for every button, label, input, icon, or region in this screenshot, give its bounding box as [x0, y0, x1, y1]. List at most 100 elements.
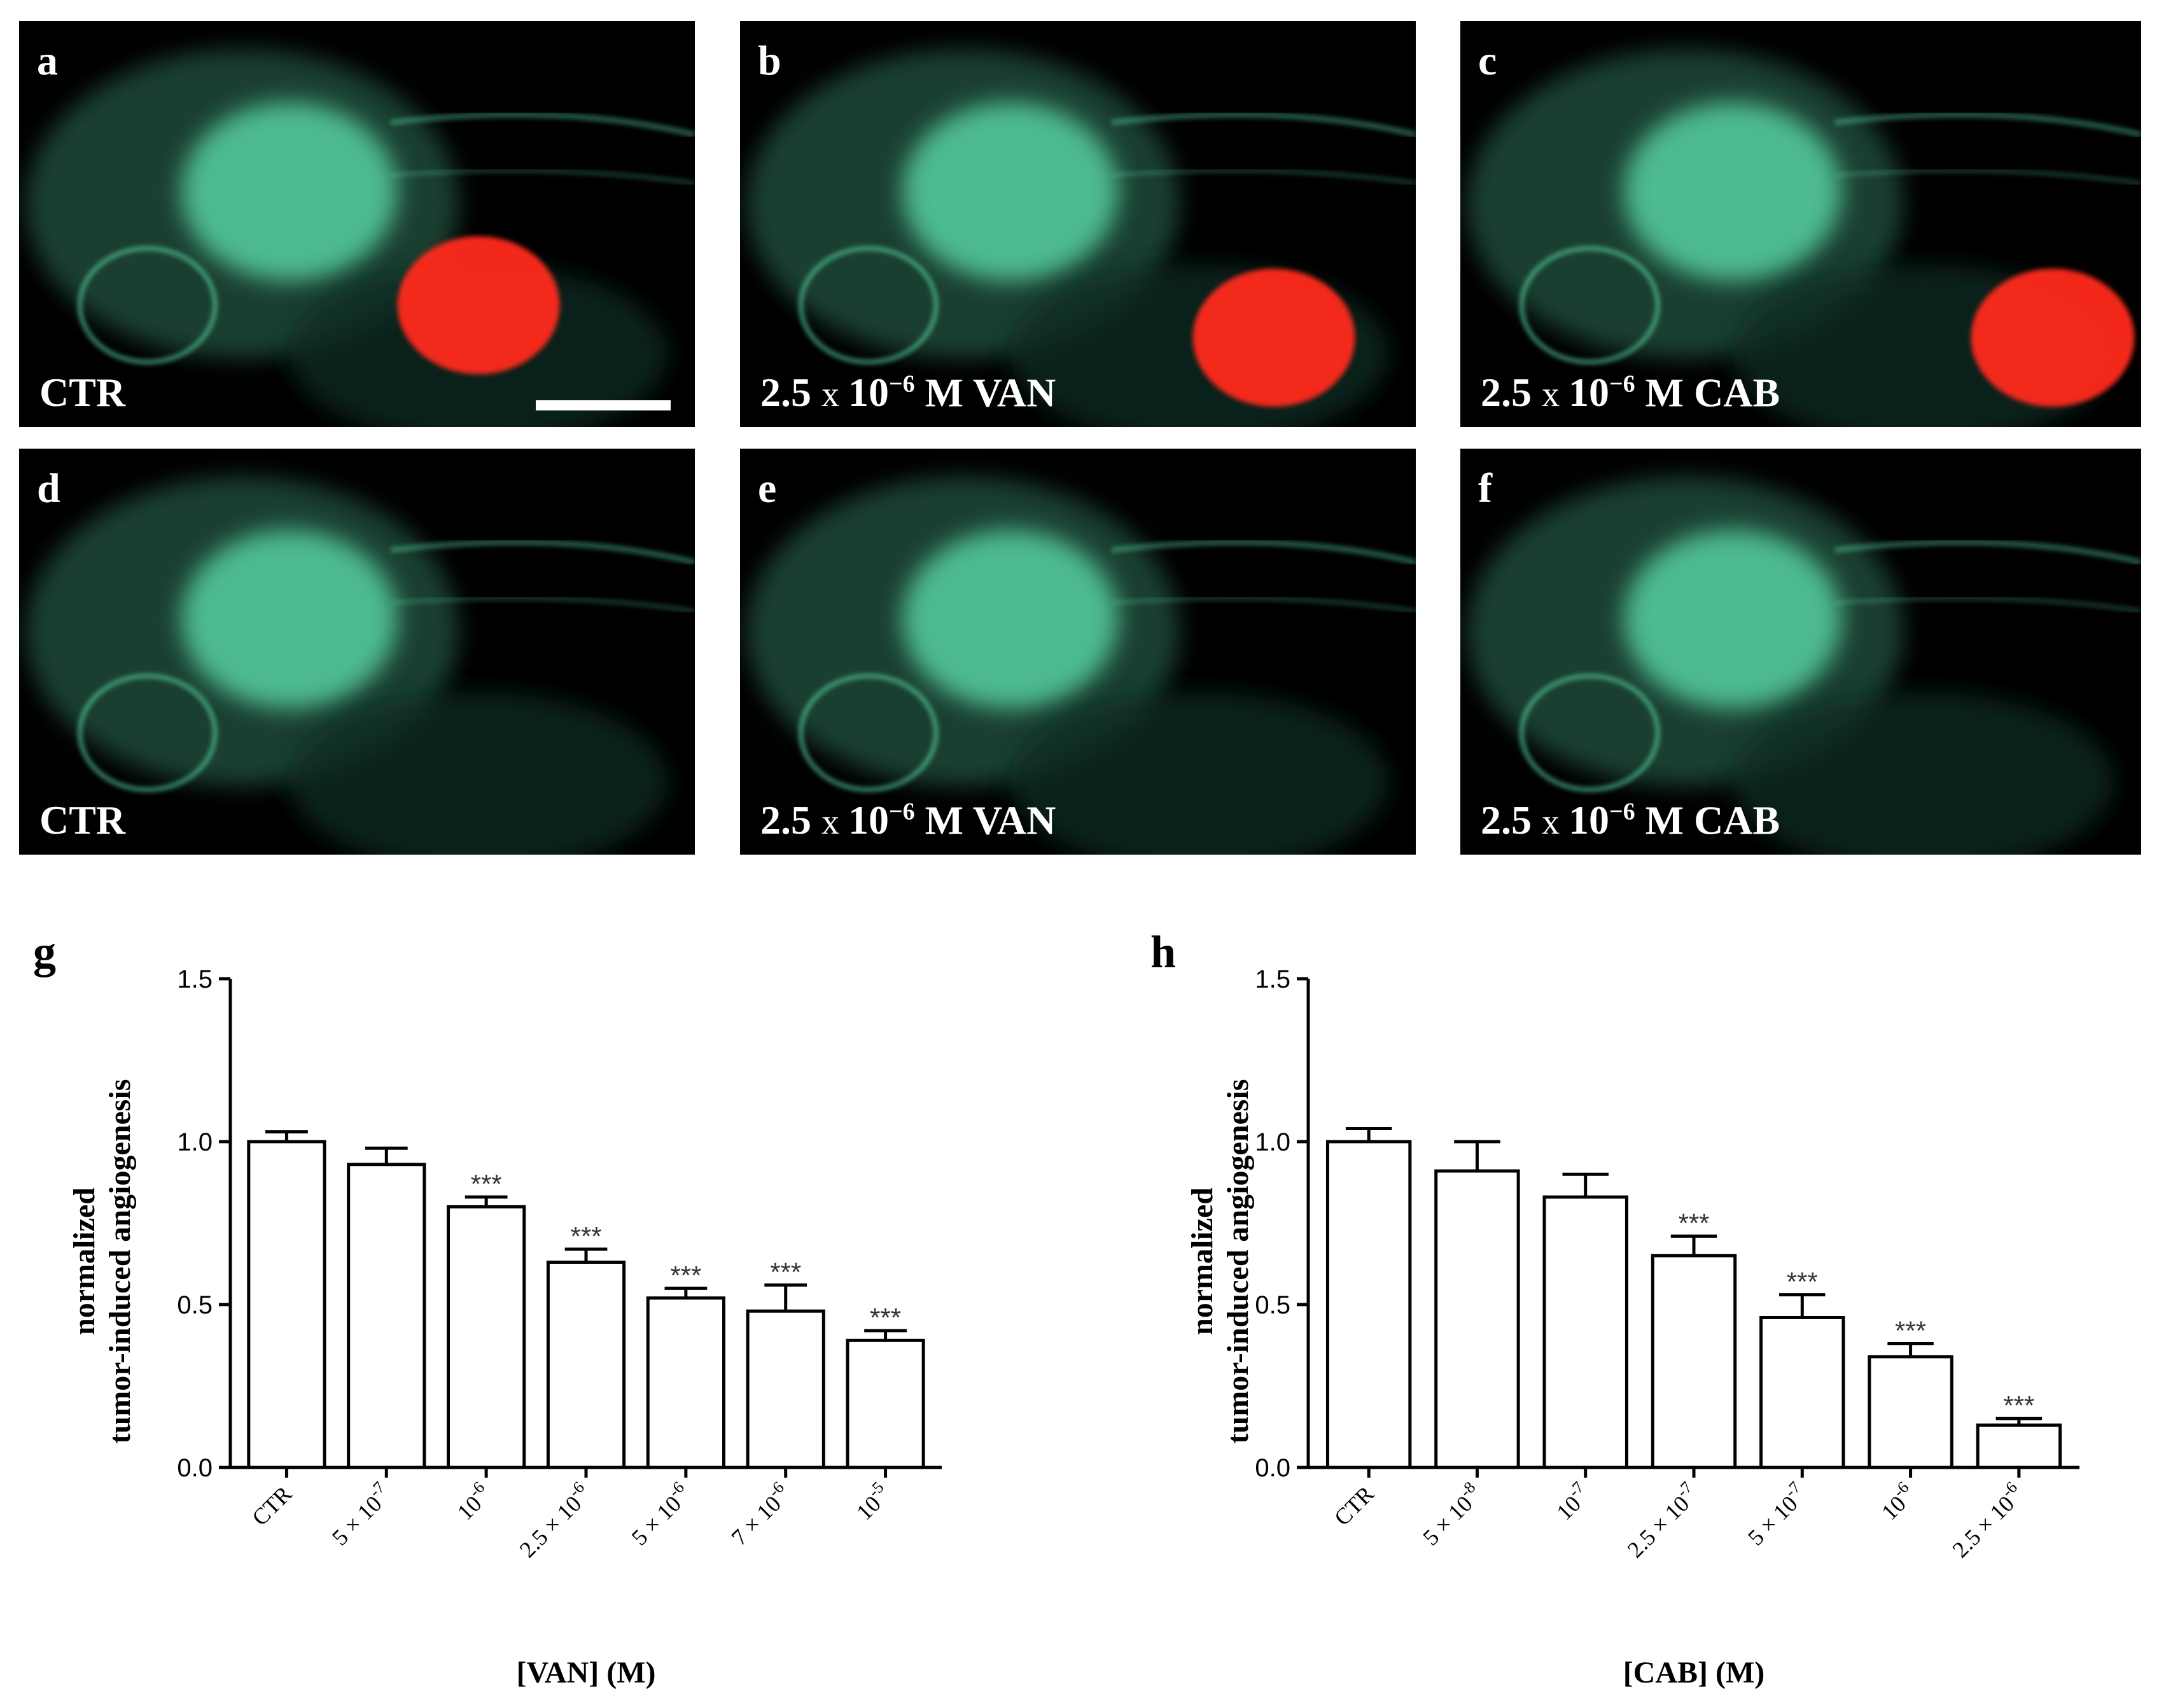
x-tick-label: 10-7: [1548, 1478, 1595, 1525]
drug-name: M CAB: [1635, 797, 1780, 843]
y-axis-label-line: normalized: [67, 1187, 101, 1335]
y-axis-label: normalizedtumor-induced angiogenesis: [67, 1079, 137, 1444]
x-tick-label-base: CTR: [247, 1481, 297, 1530]
embryo-image: [1467, 49, 2141, 427]
micrograph-panel-f: f 2.5 x 10−6 M CAB: [1460, 449, 2141, 855]
bar: [1651, 1254, 1737, 1469]
x-tick-label: 10-6: [449, 1478, 496, 1525]
bar: [1325, 1140, 1412, 1469]
bar: [447, 1205, 526, 1469]
exponent: −6: [1609, 370, 1635, 398]
concentration: 2.5 x 10−6: [1481, 797, 1635, 843]
embryo-image: [1467, 477, 2141, 855]
condition-label: 2.5 x 10−6 M VAN: [760, 800, 1056, 841]
significance-marker: ***: [1787, 1267, 1818, 1297]
chart-h-letter: h: [1150, 927, 1177, 977]
condition-label: CTR: [39, 370, 126, 415]
bar: [1976, 1423, 2062, 1469]
x-tick-label: 5 × 10-7: [1740, 1478, 1812, 1550]
x-tick-label: 5 × 10-7: [324, 1478, 396, 1550]
micrograph-panel-b: b 2.5 x 10−6 M VAN: [740, 21, 1416, 427]
chart-g-letter: g: [33, 927, 56, 977]
embryo-image: [25, 49, 695, 427]
drug-name: M VAN: [914, 370, 1056, 415]
bar: [1542, 1195, 1628, 1469]
panel-letter: b: [758, 38, 781, 84]
x-tick-label-base: 2.5 × 10: [1623, 1491, 1694, 1563]
significance-marker: ***: [471, 1169, 502, 1199]
micrograph-panel-c: c 2.5 x 10−6 M CAB: [1460, 21, 2141, 427]
x-tick-label-base: 2.5 × 10: [1948, 1491, 2020, 1563]
x-tick-label-base: 2.5 × 10: [515, 1491, 587, 1563]
y-axis-label-line: normalized: [1185, 1187, 1219, 1335]
significance-marker: ***: [2003, 1390, 2034, 1420]
y-tick-label: 1.5: [1255, 965, 1290, 993]
panel-letter: c: [1478, 38, 1497, 84]
condition-label: 2.5 x 10−6 M VAN: [760, 372, 1056, 413]
drug-name: M CAB: [1635, 370, 1780, 415]
y-tick-label: 1.0: [177, 1128, 213, 1156]
y-axis-label-line: tumor-induced angiogenesis: [103, 1079, 137, 1444]
bar: [646, 1296, 725, 1469]
panel-letter: a: [37, 38, 58, 84]
x-tick-label: 2.5 × 10-7: [1619, 1478, 1704, 1562]
tumor-xenograft: [1971, 269, 2135, 407]
x-tick-label: 5 × 10-6: [624, 1478, 696, 1550]
y-tick-label: 0.0: [177, 1454, 213, 1482]
y-tick-label: 0.5: [1255, 1291, 1290, 1319]
y-tick-label: 1.0: [1255, 1128, 1290, 1156]
bar: [1868, 1355, 1953, 1469]
exponent: −6: [889, 798, 915, 825]
significance-marker: ***: [870, 1303, 901, 1333]
y-tick-label: 1.5: [177, 965, 213, 993]
chart-g: 0.0 0.5 1.0 1.5 normalizedtumor-induced angi…: [67, 965, 942, 1690]
x-tick-label: 7 × 10-6: [723, 1478, 796, 1550]
panel-letter: d: [37, 465, 60, 512]
x-tick-label: 5 × 10-8: [1415, 1478, 1487, 1550]
x-axis-label: [VAN] (M): [516, 1656, 655, 1690]
embryo-image: [746, 477, 1416, 855]
concentration: 2.5 x 10−6: [760, 797, 915, 843]
x-tick-label: 2.5 × 10-6: [1945, 1478, 2029, 1562]
significance-marker: ***: [570, 1221, 601, 1251]
x-tick-label: 2.5 × 10-6: [512, 1478, 596, 1562]
x-tick-label: CTR: [247, 1481, 297, 1530]
bar: [347, 1163, 426, 1469]
significance-marker: ***: [1895, 1315, 1926, 1345]
y-tick-label: 0.5: [177, 1291, 213, 1319]
x-axis-label: [CAB] (M): [1623, 1656, 1765, 1690]
significance-marker: ***: [1678, 1208, 1709, 1238]
y-axis-label: normalizedtumor-induced angiogenesis: [1185, 1079, 1255, 1444]
panel-letter: e: [758, 465, 777, 512]
concentration: 2.5 x 10−6: [1481, 370, 1635, 415]
panel-letter: f: [1478, 465, 1492, 512]
embryo-image: [746, 49, 1416, 427]
condition-label: 2.5 x 10−6 M CAB: [1481, 372, 1780, 413]
x-tick-label: 10-5: [848, 1478, 895, 1525]
tumor-xenograft: [397, 236, 560, 375]
embryo-image: [25, 477, 695, 855]
scale-bar: [536, 400, 671, 410]
condition-label: CTR: [39, 797, 126, 843]
condition-label: 2.5 x 10−6 M CAB: [1481, 800, 1780, 841]
significance-marker: ***: [670, 1260, 701, 1290]
concentration: 2.5 x 10−6: [760, 370, 915, 415]
micrograph-panel-d: d CTR: [19, 449, 695, 855]
x-tick-label: 10-6: [1873, 1478, 1920, 1525]
tumor-xenograft: [1192, 269, 1355, 407]
bar: [1434, 1169, 1520, 1469]
y-axis-label-line: tumor-induced angiogenesis: [1221, 1079, 1255, 1444]
drug-name: M VAN: [914, 797, 1056, 843]
bar: [1759, 1315, 1845, 1469]
bar: [247, 1140, 326, 1469]
exponent: −6: [889, 370, 915, 398]
bar: [846, 1338, 925, 1469]
chart-h: 0.0 0.5 1.0 1.5 normalizedtumor-induced angi…: [1185, 965, 2079, 1690]
bar: [746, 1309, 825, 1469]
micrograph-panel-a: a CTR: [19, 21, 695, 427]
x-tick-label-base: CTR: [1329, 1481, 1379, 1530]
x-tick-label: CTR: [1329, 1481, 1379, 1530]
exponent: −6: [1609, 798, 1635, 825]
bar: [546, 1260, 626, 1469]
y-tick-label: 0.0: [1255, 1454, 1290, 1482]
